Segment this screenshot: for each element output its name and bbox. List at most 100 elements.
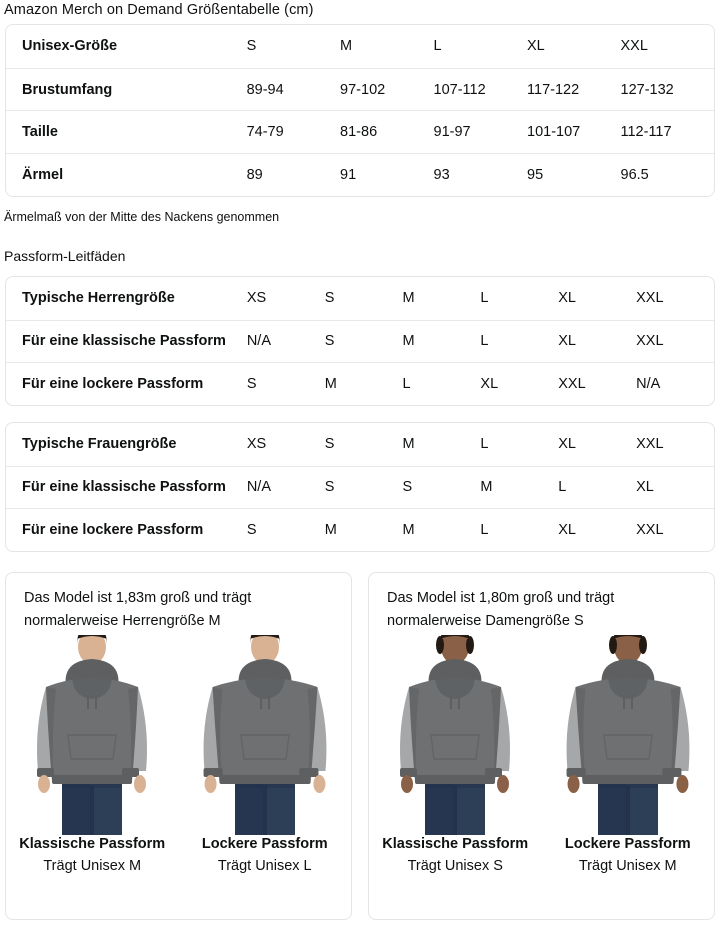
womens-fit-cell: XL bbox=[636, 479, 654, 496]
size-cell: XL bbox=[527, 38, 545, 55]
womens-fit-cell: S bbox=[246, 521, 257, 538]
mens-fit-cell: L bbox=[480, 290, 489, 307]
wears-label: Trägt Unisex M bbox=[578, 858, 677, 874]
size-cell: 117-122 bbox=[527, 81, 580, 98]
wears-label: Trägt Unisex S bbox=[407, 858, 503, 874]
womens-fit-row-label: Für eine klassische Passform bbox=[22, 479, 226, 496]
womens-fit-cell: L bbox=[480, 521, 489, 538]
table-row: Typische Frauengröße XS S M L XL XXL bbox=[6, 423, 714, 466]
model-figure bbox=[6, 635, 179, 835]
womens-fit-cell: M bbox=[480, 479, 493, 496]
model-illustration-loose-fit bbox=[566, 635, 690, 835]
model-label-row: Klassische Passform Trägt Unisex M Lockere… bbox=[6, 833, 351, 878]
size-cell: 95 bbox=[527, 166, 544, 183]
womens-fit-row-label: Für eine lockere Passform bbox=[22, 521, 204, 538]
mens-fit-row-label: Für eine lockere Passform bbox=[22, 375, 204, 392]
model-card-womens: Das Model ist 1,80m groß und trägt norma… bbox=[368, 572, 715, 920]
womens-fit-cell: XXL bbox=[636, 436, 664, 453]
size-cell: 97-102 bbox=[340, 81, 386, 98]
fit-guides-title: Passform-Leitfäden bbox=[4, 248, 126, 264]
size-row-label: Ärmel bbox=[22, 166, 64, 183]
fit-label: Lockere Passform bbox=[201, 836, 328, 852]
size-cell: 107-112 bbox=[433, 81, 486, 98]
mens-fit-cell: L bbox=[480, 333, 489, 350]
model-label-row: Klassische Passform Trägt Unisex S Lockere… bbox=[369, 833, 714, 878]
table-row: Für eine lockere Passform S M M L XL XXL bbox=[6, 508, 714, 551]
mens-fit-table: Typische Herrengröße XS S M L XL XXL Für eine k… bbox=[5, 276, 715, 406]
mens-fit-cell: XL bbox=[558, 290, 577, 307]
model-figure bbox=[179, 635, 352, 835]
mens-fit-cell: L bbox=[402, 375, 411, 392]
table-row: Unisex-Größe S M L XL XXL bbox=[6, 25, 714, 68]
size-cell: 89-94 bbox=[246, 81, 284, 98]
mens-fit-cell: M bbox=[402, 290, 415, 307]
size-cell: 74-79 bbox=[246, 124, 284, 141]
mens-fit-cell: XXL bbox=[636, 290, 664, 307]
size-cell: 91 bbox=[340, 166, 357, 183]
model-figure bbox=[369, 635, 542, 835]
model-card-mens: Das Model ist 1,83m groß und trägt norma… bbox=[5, 572, 352, 920]
womens-fit-cell: XXL bbox=[636, 521, 664, 538]
model-figure-row bbox=[6, 635, 351, 835]
size-cell: S bbox=[246, 38, 257, 55]
womens-fit-cell: XS bbox=[246, 436, 267, 453]
size-cell: 91-97 bbox=[433, 124, 471, 141]
womens-fit-cell: S bbox=[324, 436, 335, 453]
size-cell: 93 bbox=[433, 166, 450, 183]
model-illustration-classic-fit bbox=[400, 635, 511, 835]
model-label-group: Klassische Passform Trägt Unisex S bbox=[369, 833, 542, 878]
size-cell: XXL bbox=[620, 38, 648, 55]
model-illustration-loose-fit bbox=[203, 635, 327, 835]
fit-label: Klassische Passform bbox=[382, 836, 529, 852]
table-row: Brustumfang 89-94 97-102 107-112 117-122 127-… bbox=[6, 67, 714, 111]
size-row-label: Unisex-Größe bbox=[22, 38, 118, 55]
size-cell: 96.5 bbox=[620, 166, 649, 183]
table-row: Taille 74-79 81-86 91-97 101-107 112-117 bbox=[6, 110, 714, 153]
mens-fit-cell: S bbox=[246, 375, 257, 392]
womens-fit-row-label: Typische Frauengröße bbox=[22, 436, 177, 453]
mens-fit-cell: XXL bbox=[558, 375, 586, 392]
table-row: Für eine klassische Passform N/A S M L XL XXL bbox=[6, 319, 714, 363]
womens-fit-cell: S bbox=[402, 479, 413, 496]
table-row: Ärmel 89 91 93 95 96.5 bbox=[6, 153, 714, 196]
size-cell: 101-107 bbox=[527, 124, 581, 141]
model-figure-row bbox=[369, 635, 714, 835]
model-label-group: Lockere Passform Trägt Unisex L bbox=[179, 833, 352, 878]
mens-fit-cell: S bbox=[324, 290, 335, 307]
fit-label: Klassische Passform bbox=[19, 836, 166, 852]
model-label-group: Klassische Passform Trägt Unisex M bbox=[6, 833, 179, 878]
size-cell: 81-86 bbox=[340, 124, 378, 141]
womens-fit-cell: L bbox=[480, 436, 489, 453]
womens-fit-cell: N/A bbox=[246, 479, 271, 496]
table-row: Typische Herrengröße XS S M L XL XXL bbox=[6, 277, 714, 320]
table-row: Für eine lockere Passform S M L XL XXL N/A bbox=[6, 362, 714, 405]
womens-fit-cell: S bbox=[324, 479, 335, 496]
page-title: Amazon Merch on Demand Größentabelle (cm… bbox=[4, 2, 314, 18]
model-illustration-classic-fit bbox=[37, 635, 148, 835]
model-card-caption: Das Model ist 1,80m groß und trägt norma… bbox=[387, 590, 615, 629]
mens-fit-row-label: Für eine klassische Passform bbox=[22, 333, 226, 350]
womens-fit-cell: M bbox=[324, 521, 337, 538]
mens-fit-cell: S bbox=[324, 333, 335, 350]
size-row-label: Brustumfang bbox=[22, 81, 113, 98]
mens-fit-cell: XXL bbox=[636, 333, 664, 350]
womens-fit-table: Typische Frauengröße XS S M L XL XXL Für eine k… bbox=[5, 422, 715, 552]
wears-label: Trägt Unisex M bbox=[43, 858, 142, 874]
size-cell: 127-132 bbox=[620, 81, 674, 98]
mens-fit-cell: M bbox=[324, 375, 337, 392]
mens-fit-cell: XS bbox=[246, 290, 267, 307]
size-cell: 89 bbox=[246, 166, 263, 183]
table-row: Für eine klassische Passform N/A S S M L XL bbox=[6, 465, 714, 509]
sleeve-note: Ärmelmaß von der Mitte des Nackens genom… bbox=[4, 210, 280, 224]
mens-fit-cell: XL bbox=[480, 375, 499, 392]
womens-fit-cell: XL bbox=[558, 521, 577, 538]
womens-fit-cell: XL bbox=[558, 436, 577, 453]
model-label-group: Lockere Passform Trägt Unisex M bbox=[542, 833, 715, 878]
model-card-caption: Das Model ist 1,83m groß und trägt norma… bbox=[24, 590, 252, 629]
size-row-label: Taille bbox=[22, 124, 58, 141]
mens-fit-cell: M bbox=[402, 333, 415, 350]
womens-fit-cell: L bbox=[558, 479, 567, 496]
womens-fit-cell: M bbox=[402, 521, 415, 538]
size-cell: M bbox=[340, 38, 353, 55]
